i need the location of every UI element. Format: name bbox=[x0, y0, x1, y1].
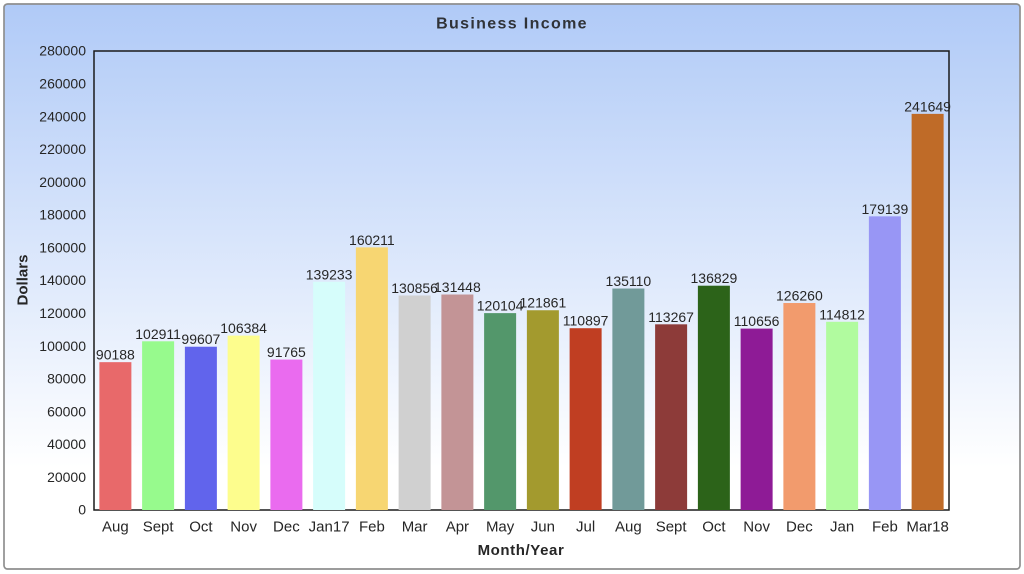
svg-text:20000: 20000 bbox=[47, 469, 86, 485]
svg-text:Mar: Mar bbox=[402, 519, 428, 536]
svg-text:Jan: Jan bbox=[830, 519, 854, 536]
svg-text:90188: 90188 bbox=[96, 347, 135, 363]
svg-text:Jan17: Jan17 bbox=[309, 519, 350, 536]
svg-text:106384: 106384 bbox=[220, 320, 267, 336]
svg-text:Feb: Feb bbox=[359, 519, 385, 536]
svg-text:Mar18: Mar18 bbox=[906, 519, 949, 536]
svg-text:Nov: Nov bbox=[230, 519, 257, 536]
svg-text:220000: 220000 bbox=[39, 141, 86, 157]
svg-text:Dollars: Dollars bbox=[15, 255, 32, 306]
svg-text:136829: 136829 bbox=[691, 270, 738, 286]
svg-text:200000: 200000 bbox=[39, 174, 86, 190]
svg-text:110656: 110656 bbox=[734, 313, 780, 329]
svg-text:240000: 240000 bbox=[39, 108, 86, 124]
svg-text:Dec: Dec bbox=[786, 519, 813, 536]
svg-text:120104: 120104 bbox=[477, 298, 524, 314]
svg-text:241649: 241649 bbox=[904, 98, 951, 114]
svg-text:140000: 140000 bbox=[39, 272, 86, 288]
svg-text:May: May bbox=[486, 519, 515, 536]
svg-text:Jul: Jul bbox=[576, 519, 595, 536]
svg-text:80000: 80000 bbox=[47, 371, 86, 387]
svg-text:Jun: Jun bbox=[531, 519, 555, 536]
svg-text:Sept: Sept bbox=[143, 519, 175, 536]
svg-text:Oct: Oct bbox=[702, 519, 726, 536]
svg-text:99607: 99607 bbox=[181, 331, 220, 347]
svg-text:179139: 179139 bbox=[862, 201, 909, 217]
svg-text:Aug: Aug bbox=[615, 519, 642, 536]
svg-text:160000: 160000 bbox=[39, 239, 86, 255]
svg-text:Aug: Aug bbox=[102, 519, 129, 536]
svg-text:40000: 40000 bbox=[47, 436, 86, 452]
svg-text:260000: 260000 bbox=[39, 75, 86, 91]
svg-text:121861: 121861 bbox=[520, 295, 567, 311]
svg-text:131448: 131448 bbox=[434, 279, 481, 295]
svg-text:Apr: Apr bbox=[446, 519, 469, 536]
svg-text:139233: 139233 bbox=[306, 266, 353, 282]
svg-text:Month/Year: Month/Year bbox=[478, 542, 565, 559]
svg-text:160211: 160211 bbox=[349, 232, 395, 248]
svg-text:135110: 135110 bbox=[606, 273, 652, 289]
svg-text:Sept: Sept bbox=[656, 519, 688, 536]
svg-text:100000: 100000 bbox=[39, 338, 86, 354]
svg-text:0: 0 bbox=[78, 502, 86, 518]
svg-text:60000: 60000 bbox=[47, 403, 86, 419]
svg-text:126260: 126260 bbox=[776, 288, 823, 304]
svg-text:Oct: Oct bbox=[189, 519, 213, 536]
svg-text:91765: 91765 bbox=[267, 344, 306, 360]
svg-text:180000: 180000 bbox=[39, 207, 86, 223]
svg-text:114812: 114812 bbox=[819, 306, 865, 322]
svg-text:Feb: Feb bbox=[872, 519, 898, 536]
svg-text:120000: 120000 bbox=[39, 305, 86, 321]
svg-text:113267: 113267 bbox=[648, 309, 694, 325]
svg-text:Dec: Dec bbox=[273, 519, 300, 536]
svg-text:102911: 102911 bbox=[135, 326, 181, 342]
svg-text:280000: 280000 bbox=[39, 43, 86, 59]
svg-text:Business Income: Business Income bbox=[436, 16, 588, 33]
svg-text:Nov: Nov bbox=[743, 519, 770, 536]
svg-text:130856: 130856 bbox=[391, 280, 438, 296]
svg-text:110897: 110897 bbox=[563, 313, 609, 329]
